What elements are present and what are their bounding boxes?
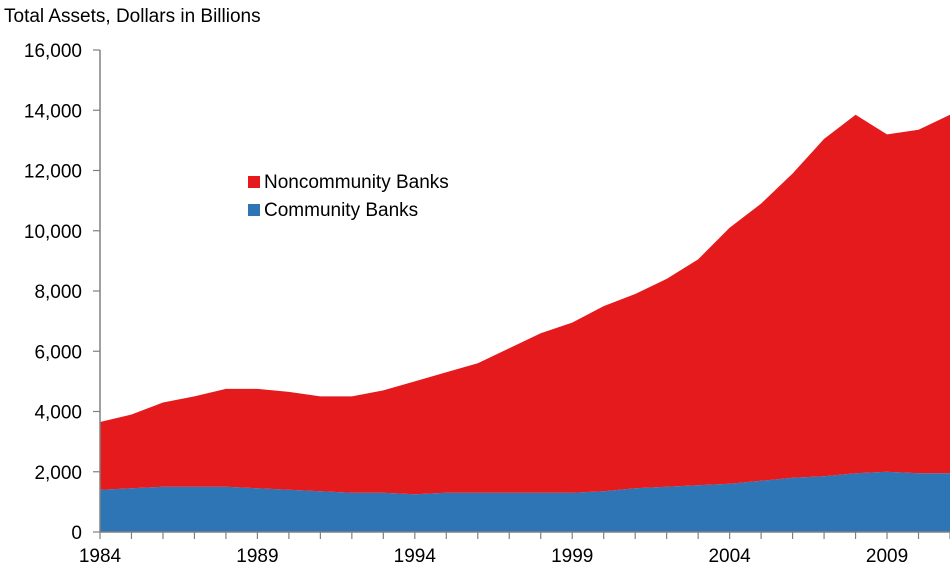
area-noncommunity-banks (100, 114, 950, 495)
x-tick-label: 1989 (236, 546, 278, 567)
x-tick-label: 2009 (866, 546, 908, 567)
y-tick-label: 14,000 (24, 101, 82, 122)
x-tick-label: 2004 (708, 546, 751, 567)
y-tick-label: 8,000 (34, 282, 82, 303)
plot-areas (100, 114, 950, 532)
y-tick-label: 2,000 (34, 463, 82, 484)
y-tick-label: 12,000 (24, 162, 82, 183)
legend-swatch-noncommunity-banks (248, 176, 260, 188)
y-tick-label: 4,000 (34, 403, 82, 424)
legend-label-noncommunity-banks: Noncommunity Banks (264, 172, 449, 193)
x-tick-label: 1999 (551, 546, 593, 567)
x-tick-label: 1984 (79, 546, 122, 567)
x-ticks: 1984 1989 1994 1999 2004 2009 (79, 532, 950, 567)
y-tick-label: 6,000 (34, 342, 82, 363)
y-tick-label: 10,000 (24, 222, 82, 243)
y-tick-label: 0 (71, 523, 82, 544)
legend-swatch-community-banks (248, 204, 260, 216)
x-tick-label: 1994 (394, 546, 437, 567)
y-ticks: 0 2,000 4,000 6,000 8,000 10,000 12,000 14,000 1… (24, 41, 100, 544)
legend-label-community-banks: Community Banks (264, 200, 418, 221)
y-tick-label: 16,000 (24, 41, 82, 62)
chart-title: Total Assets, Dollars in Billions (4, 6, 261, 27)
legend: Noncommunity Banks Community Banks (248, 172, 449, 221)
area-community-banks (100, 471, 950, 532)
